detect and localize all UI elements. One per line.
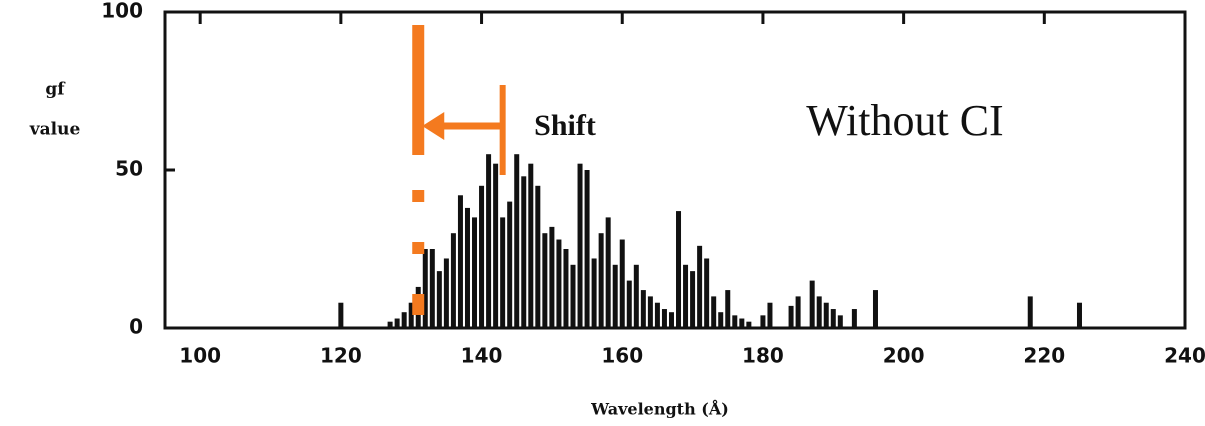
spectral-line [661, 309, 667, 328]
y-tick-label: 100 [101, 0, 143, 23]
spectral-line [507, 201, 513, 328]
spectral-line [704, 258, 710, 328]
spectral-line [479, 185, 485, 328]
spectral-line [450, 233, 456, 328]
spectral-line [394, 318, 400, 328]
spectral-line [598, 233, 604, 328]
spectral-line [718, 312, 724, 328]
spectral-line [1076, 302, 1082, 328]
spectral-line [809, 280, 815, 328]
spectral-line [788, 305, 794, 328]
spectral-line [472, 217, 478, 328]
spectral-line [591, 258, 597, 328]
spectral-line [1027, 296, 1033, 328]
spectral-line [577, 163, 583, 328]
spectral-line [612, 264, 618, 328]
spectral-line [760, 315, 766, 328]
x-axis-label: Wavelength (Å) [590, 398, 729, 419]
spectral-line [542, 233, 548, 328]
spectral-line [711, 296, 717, 328]
spectral-line [795, 296, 801, 328]
spectral-line [746, 321, 752, 328]
spectral-line [549, 226, 555, 328]
spectral-line [556, 239, 562, 328]
spectral-line [500, 217, 506, 328]
x-tick-label: 240 [1164, 344, 1205, 368]
y-axis-label: gf [45, 80, 66, 100]
spectral-line [690, 271, 696, 328]
x-tick-label: 120 [320, 344, 362, 368]
spectral-line [823, 302, 829, 328]
spectral-line [408, 302, 414, 328]
spectral-line [429, 249, 435, 328]
y-tick-label: 50 [115, 157, 143, 181]
spectral-line [422, 249, 428, 328]
spectral-line [443, 258, 449, 328]
spectral-line [436, 271, 442, 328]
spectral-line [654, 302, 660, 328]
spectral-line [619, 239, 625, 328]
x-tick-label: 100 [179, 344, 221, 368]
spectral-line [514, 154, 520, 328]
spectral-line [683, 264, 689, 328]
spectral-line [830, 309, 836, 328]
spectral-line [851, 309, 857, 328]
spectral-line [633, 264, 639, 328]
shift-arrowhead [422, 112, 445, 140]
spectral-line [640, 290, 646, 328]
x-tick-label: 220 [1023, 344, 1065, 368]
spectral-line [486, 154, 492, 328]
spectral-line [387, 321, 393, 328]
spectral-line [626, 280, 632, 328]
annotation: Without CI [806, 96, 1003, 145]
spectral-line [837, 315, 843, 328]
spectral-line [584, 170, 590, 328]
spectral-line [725, 290, 731, 328]
spectral-line [401, 312, 407, 328]
plot-frame [163, 10, 1187, 330]
spectral-line [563, 249, 569, 328]
spectral-line [872, 290, 878, 328]
spectral-line [521, 176, 527, 328]
x-tick-label: 180 [742, 344, 784, 368]
spectral-line [464, 207, 470, 328]
spectral-line [767, 302, 773, 328]
shift-label: Shift [534, 109, 596, 142]
spectral-line [739, 318, 745, 328]
spectral-line [457, 195, 463, 328]
spectral-line [570, 264, 576, 328]
x-tick-label: 200 [883, 344, 925, 368]
spectral-line [676, 211, 682, 328]
spectral-line [697, 245, 703, 328]
spectral-line [535, 185, 541, 328]
spectral-line [816, 296, 822, 328]
y-axis-label: value [29, 120, 81, 140]
spectral-line [528, 163, 534, 328]
x-tick-label: 140 [461, 344, 503, 368]
y-tick-label: 0 [129, 315, 143, 339]
spectral-line [605, 217, 611, 328]
spectral-line [493, 163, 499, 328]
spectral-line [732, 315, 738, 328]
spectral-line [647, 296, 653, 328]
spectral-line [338, 302, 344, 328]
spectral-line [668, 312, 674, 328]
x-tick-label: 160 [601, 344, 643, 368]
